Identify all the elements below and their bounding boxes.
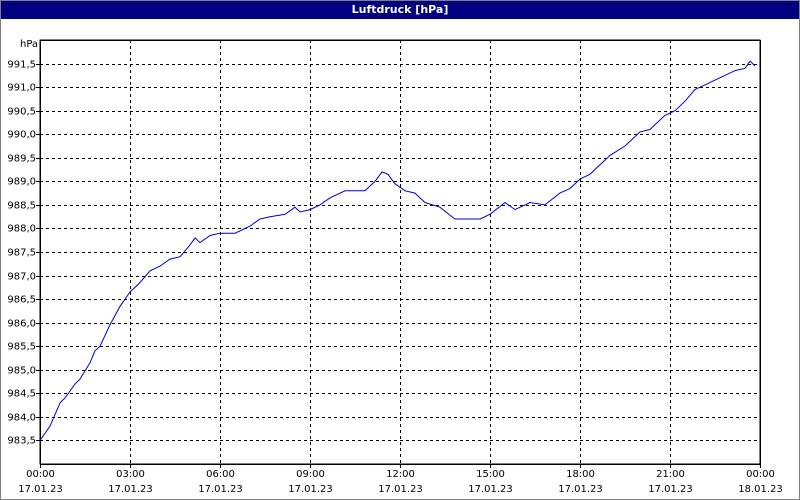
- y-tick-label: 990,5: [7, 107, 36, 118]
- data-line: [39, 60, 756, 441]
- x-tick-label: 03:00: [116, 469, 145, 480]
- x-tick-label: 00:00: [26, 469, 55, 480]
- x-tick-date: 17.01.23: [198, 484, 243, 495]
- y-axis-label: hPa: [20, 39, 38, 50]
- x-tick-label: 18:00: [566, 469, 595, 480]
- y-tick-label: 986,0: [7, 319, 36, 330]
- y-tick-label: 987,5: [7, 248, 36, 259]
- x-tick-date: 17.01.23: [18, 484, 63, 495]
- y-tick-label: 991,5: [7, 60, 36, 71]
- x-tick-label: 12:00: [386, 469, 415, 480]
- x-tick-label: 09:00: [296, 469, 325, 480]
- y-tick-label: 989,0: [7, 177, 36, 188]
- title-bar: Luftdruck [hPa]: [1, 1, 799, 19]
- plot-frame: [40, 40, 761, 465]
- x-tick-label: 06:00: [206, 469, 235, 480]
- x-tick-date: 17.01.23: [468, 484, 513, 495]
- x-tick-date: 17.01.23: [108, 484, 153, 495]
- x-tick-date: 17.01.23: [288, 484, 333, 495]
- x-tick-label: 21:00: [656, 469, 685, 480]
- y-tick-label: 986,5: [7, 295, 36, 306]
- x-tick-date: 17.01.23: [648, 484, 693, 495]
- y-tick-label: 991,0: [7, 83, 36, 94]
- x-tick-label: 15:00: [476, 469, 505, 480]
- y-tick-label: 984,0: [7, 413, 36, 424]
- y-tick-label: 983,5: [7, 436, 36, 447]
- y-tick-label: 990,0: [7, 130, 36, 141]
- x-tick-label: 00:00: [746, 469, 775, 480]
- x-tick-date: 17.01.23: [378, 484, 423, 495]
- y-tick-label: 988,0: [7, 224, 36, 235]
- x-tick-date: 18.01.23: [738, 484, 783, 495]
- x-tick-date: 17.01.23: [558, 484, 603, 495]
- y-tick-label: 987,0: [7, 272, 36, 283]
- y-tick-label: 988,5: [7, 201, 36, 212]
- y-tick-label: 985,5: [7, 342, 36, 353]
- y-tick-label: 985,0: [7, 366, 36, 377]
- y-tick-label: 984,5: [7, 389, 36, 400]
- y-tick-label: 989,5: [7, 154, 36, 165]
